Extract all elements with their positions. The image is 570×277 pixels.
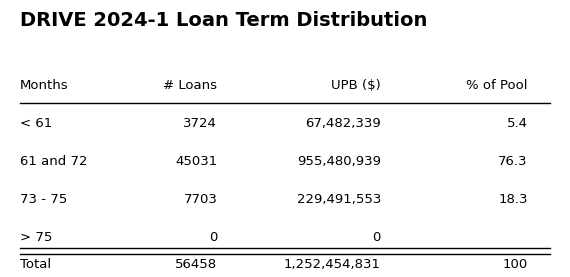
Text: 7703: 7703 xyxy=(184,193,217,206)
Text: 5.4: 5.4 xyxy=(507,117,528,130)
Text: 18.3: 18.3 xyxy=(498,193,528,206)
Text: Months: Months xyxy=(20,79,68,92)
Text: 0: 0 xyxy=(373,231,381,243)
Text: 229,491,553: 229,491,553 xyxy=(296,193,381,206)
Text: 67,482,339: 67,482,339 xyxy=(305,117,381,130)
Text: UPB ($): UPB ($) xyxy=(331,79,381,92)
Text: 0: 0 xyxy=(209,231,217,243)
Text: 3724: 3724 xyxy=(184,117,217,130)
Text: 56458: 56458 xyxy=(175,258,217,271)
Text: 73 - 75: 73 - 75 xyxy=(20,193,67,206)
Text: # Loans: # Loans xyxy=(163,79,217,92)
Text: > 75: > 75 xyxy=(20,231,52,243)
Text: 76.3: 76.3 xyxy=(498,155,528,168)
Text: 100: 100 xyxy=(503,258,528,271)
Text: 45031: 45031 xyxy=(175,155,217,168)
Text: 61 and 72: 61 and 72 xyxy=(20,155,87,168)
Text: 1,252,454,831: 1,252,454,831 xyxy=(284,258,381,271)
Text: DRIVE 2024-1 Loan Term Distribution: DRIVE 2024-1 Loan Term Distribution xyxy=(20,11,427,30)
Text: % of Pool: % of Pool xyxy=(466,79,528,92)
Text: Total: Total xyxy=(20,258,51,271)
Text: 955,480,939: 955,480,939 xyxy=(297,155,381,168)
Text: < 61: < 61 xyxy=(20,117,52,130)
